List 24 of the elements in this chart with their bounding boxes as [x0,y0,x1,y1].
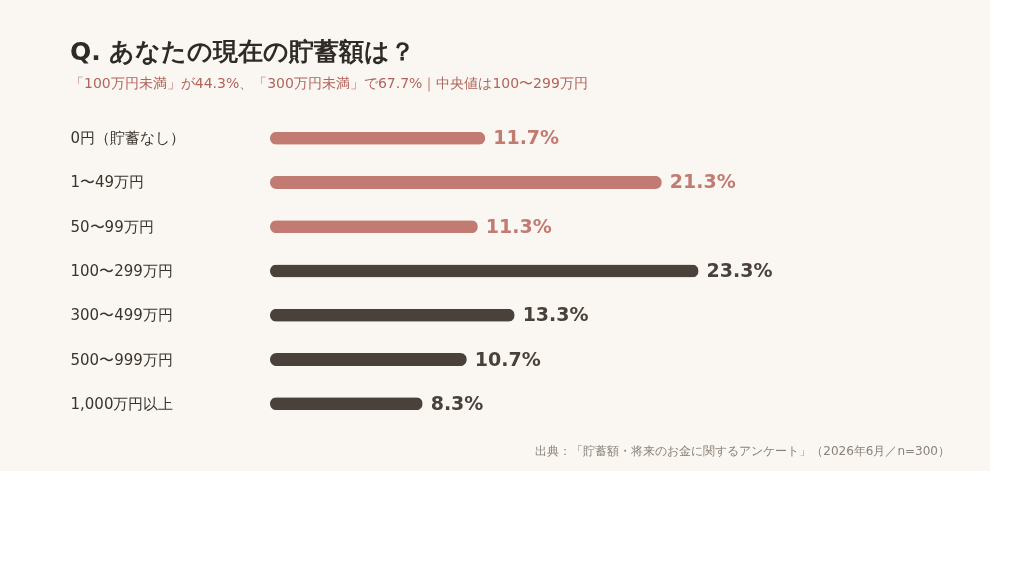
chart-title: Q. あなたの現在の貯蓄額は？ [70,37,416,66]
y-tick-label: 1〜49万円 [70,173,145,192]
data-label: 8.3% [430,391,484,414]
data-label: 11.7% [493,126,560,149]
y-tick-label: 300〜499万円 [70,306,173,325]
bar [270,397,423,411]
data-label: 21.3% [669,170,736,193]
y-tick-label: 50〜99万円 [70,217,154,236]
data-label: 23.3% [706,259,773,281]
bar [270,308,515,322]
bar [270,264,699,278]
y-tick-label: 0円（貯蓄なし） [70,129,186,148]
y-tick-label: 100〜299万円 [70,262,173,280]
data-label: 10.7% [474,347,541,370]
data-label: 11.3% [485,214,552,237]
chart-subtitle: 「100万円未満」が44.3%、「300万円未満」で67.7%｜中央値は100〜299万円 [70,75,588,92]
bar [270,175,662,189]
bar [270,220,478,234]
bar [270,353,467,367]
y-tick-label: 500〜999万円 [70,350,173,369]
y-tick-label: 1,000万円以上 [70,394,174,413]
data-label: 13.3% [522,303,589,326]
bar [270,131,486,145]
source-note: 出典：「貯蓄額・将来のお金に関するアンケート」（2026年6月／n=300） [535,444,950,458]
